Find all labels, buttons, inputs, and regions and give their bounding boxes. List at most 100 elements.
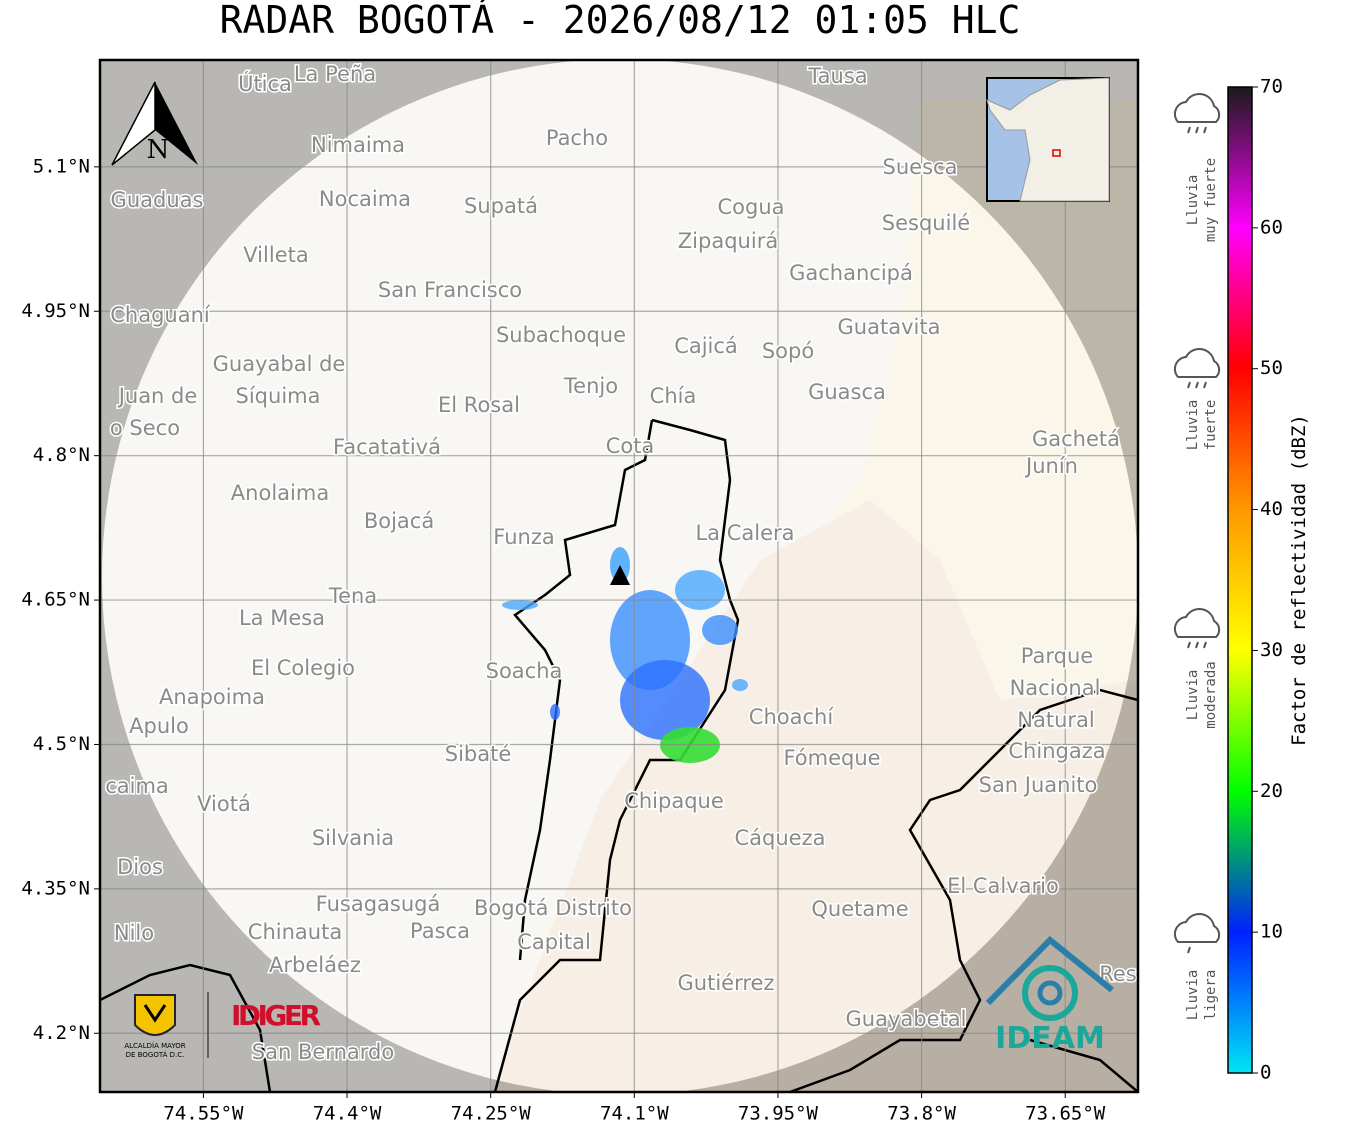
rain-drop (1203, 126, 1207, 134)
place-label: Gutiérrez (678, 971, 775, 995)
rain-drop (1187, 381, 1191, 389)
place-labels: Útica La Peña Tausa Pacho Nimaima Guaduas Noca… (104, 61, 1138, 1066)
rain-label: ligera (1203, 970, 1219, 1021)
cloud-icon (1173, 347, 1221, 378)
colorbar-tick-label: 20 (1260, 780, 1283, 802)
place-label: Apulo (129, 714, 189, 738)
title: RADAR BOGOTÁ - 2026/08/12 01:05 HLC (220, 0, 1021, 42)
place-label: Chingaza (1008, 739, 1105, 763)
place-label: Pacho (546, 126, 608, 150)
x-tick-label: 74.55°W (163, 1103, 244, 1125)
place-label: Nilo (114, 921, 154, 945)
place-label: Parque (1021, 644, 1093, 668)
colorbar-tick-label: 70 (1260, 76, 1283, 98)
rain-drop (1195, 641, 1199, 649)
place-label: Silvania (312, 826, 394, 850)
place-label: Tena (328, 584, 377, 608)
place-label: Cogua (717, 195, 784, 219)
north-label: N (147, 135, 170, 165)
place-label: Anolaima (231, 481, 329, 505)
place-label: Sesquilé (882, 211, 970, 235)
y-tick-label: 4.2°N (33, 1022, 90, 1044)
cloud-icon (1173, 912, 1221, 943)
logo-ideam: IDEAM (985, 935, 1114, 1056)
colorbar (1227, 86, 1253, 1074)
rain-label: Lluvia (1185, 400, 1201, 451)
x-tick-label: 74.1°W (600, 1103, 669, 1125)
radar-site (610, 565, 630, 585)
logo-alcaldia: ALCALDÍA MAYOR DE BOGOTÁ D.C. IDIGER (124, 992, 321, 1059)
rain-drop (1187, 126, 1191, 134)
place-label: Síquima (236, 384, 321, 408)
rain-item: Lluvia moderada (1173, 607, 1221, 729)
place-label: Chía (650, 384, 697, 408)
place-label: Supatá (464, 194, 538, 218)
cloud-icon (1173, 92, 1221, 123)
place-label: San Bernardo (252, 1040, 394, 1064)
place-label: Bogotá Distrito (474, 896, 632, 920)
x-tick-label: 73.95°W (738, 1103, 819, 1125)
place-label: Chaguaní (110, 303, 211, 327)
x-tick-label: 74.25°W (451, 1103, 532, 1125)
colorbar-axis: 0 10 20 30 40 50 60 70 (1252, 76, 1283, 1084)
cloud-icon (1173, 607, 1221, 638)
x-tick-label: 73.65°W (1025, 1103, 1106, 1125)
colorbar-tick-label: 40 (1260, 498, 1283, 520)
colorbar-tick-label: 0 (1260, 1062, 1271, 1084)
place-label: o Seco (110, 416, 180, 440)
rain-label: moderada (1203, 661, 1219, 728)
place-label: Fómeque (783, 746, 880, 770)
y-tick-label: 4.95°N (21, 300, 90, 322)
place-label: Arbeláez (269, 953, 361, 977)
place-label: Dios (117, 855, 163, 879)
colorbar-tick-label: 50 (1260, 357, 1283, 379)
rain-item: Lluvia fuerte (1173, 347, 1221, 451)
place-label: El Calvario (947, 874, 1059, 898)
rain-drop (1187, 641, 1191, 649)
place-label: Juan de (117, 384, 198, 408)
place-label: Chipaque (624, 789, 724, 813)
place-label: Sibaté (445, 742, 512, 766)
place-label: San Francisco (378, 278, 522, 302)
place-label: Guasca (808, 380, 886, 404)
place-label: San Juanito (979, 773, 1098, 797)
place-label: La Mesa (239, 606, 325, 630)
place-label: Tausa (807, 64, 867, 88)
place-label: Natural (1017, 708, 1094, 732)
place-label: Anapoima (159, 685, 265, 709)
y-tick-label: 5.1°N (33, 155, 90, 177)
logo-text: DE BOGOTÁ D.C. (126, 1050, 185, 1059)
colorbar-tick-label: 30 (1260, 639, 1283, 661)
rain-label: Lluvia (1185, 970, 1201, 1021)
place-label: Viotá (197, 792, 251, 816)
place-label: Guaduas (111, 188, 204, 212)
place-label: Villeta (243, 243, 308, 267)
place-label: Guatavita (838, 315, 941, 339)
place-label: Gachancipá (789, 261, 913, 285)
place-label: Nocaima (319, 187, 411, 211)
rain-label: fuerte (1203, 400, 1219, 451)
inset-map (986, 77, 1110, 202)
logo-ideam-text: IDEAM (995, 1021, 1105, 1056)
y-tick-label: 4.65°N (21, 589, 90, 611)
map-frame (98, 58, 1140, 1094)
colorbar-tick-label: 10 (1260, 921, 1283, 943)
y-tick-label: 4.8°N (33, 444, 90, 466)
y-tick-label: 4.5°N (33, 733, 90, 755)
rain-drop (1187, 946, 1191, 954)
place-label: Quetame (811, 897, 908, 921)
radar-echoes (502, 547, 748, 763)
rain-drop (1195, 381, 1199, 389)
place-label: Tenjo (563, 374, 618, 398)
place-label: La Peña (294, 62, 376, 86)
colorbar-label: Factor de reflectividad (dBZ) (1288, 414, 1310, 746)
logo-text: ALCALDÍA MAYOR (124, 1041, 185, 1050)
place-label: Funza (493, 525, 554, 549)
place-label: Facatativá (333, 435, 441, 459)
place-label: El Rosal (438, 393, 520, 417)
y-tick-label: 4.35°N (21, 877, 90, 899)
rain-drop (1203, 641, 1207, 649)
rain-drop (1203, 381, 1207, 389)
